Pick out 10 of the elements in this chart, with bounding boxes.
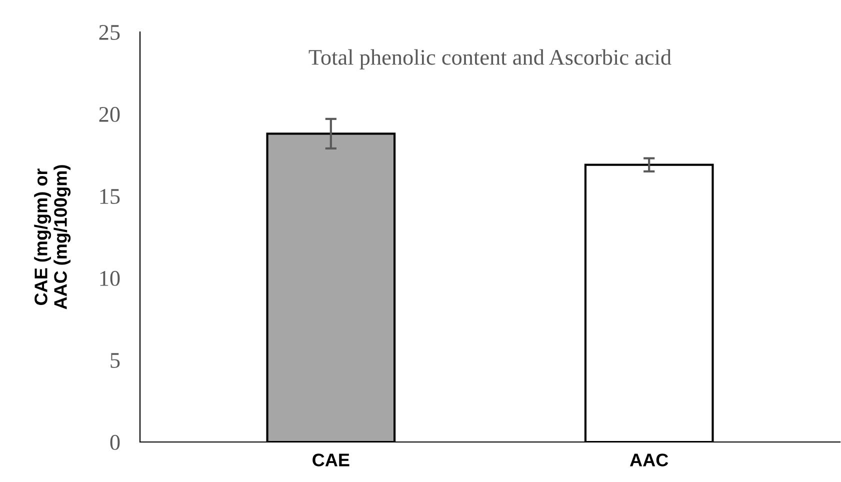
x-tick-label: AAC xyxy=(630,454,668,466)
y-tick-label: 0 xyxy=(110,434,120,450)
y-tick-label: 15 xyxy=(100,189,120,204)
y-tick-label: 20 xyxy=(99,106,120,122)
text: Total phenolic content and Ascorbic acid xyxy=(308,49,672,70)
y-axis-title: CAE (mg/gm) or AAC (mg/100gm) xyxy=(34,165,71,310)
y-tick-label: 25 xyxy=(99,24,120,40)
y-tick-label: 10 xyxy=(100,270,120,286)
x-tick-label: CAE xyxy=(312,454,350,466)
y-tick-label: 5 xyxy=(110,353,120,368)
